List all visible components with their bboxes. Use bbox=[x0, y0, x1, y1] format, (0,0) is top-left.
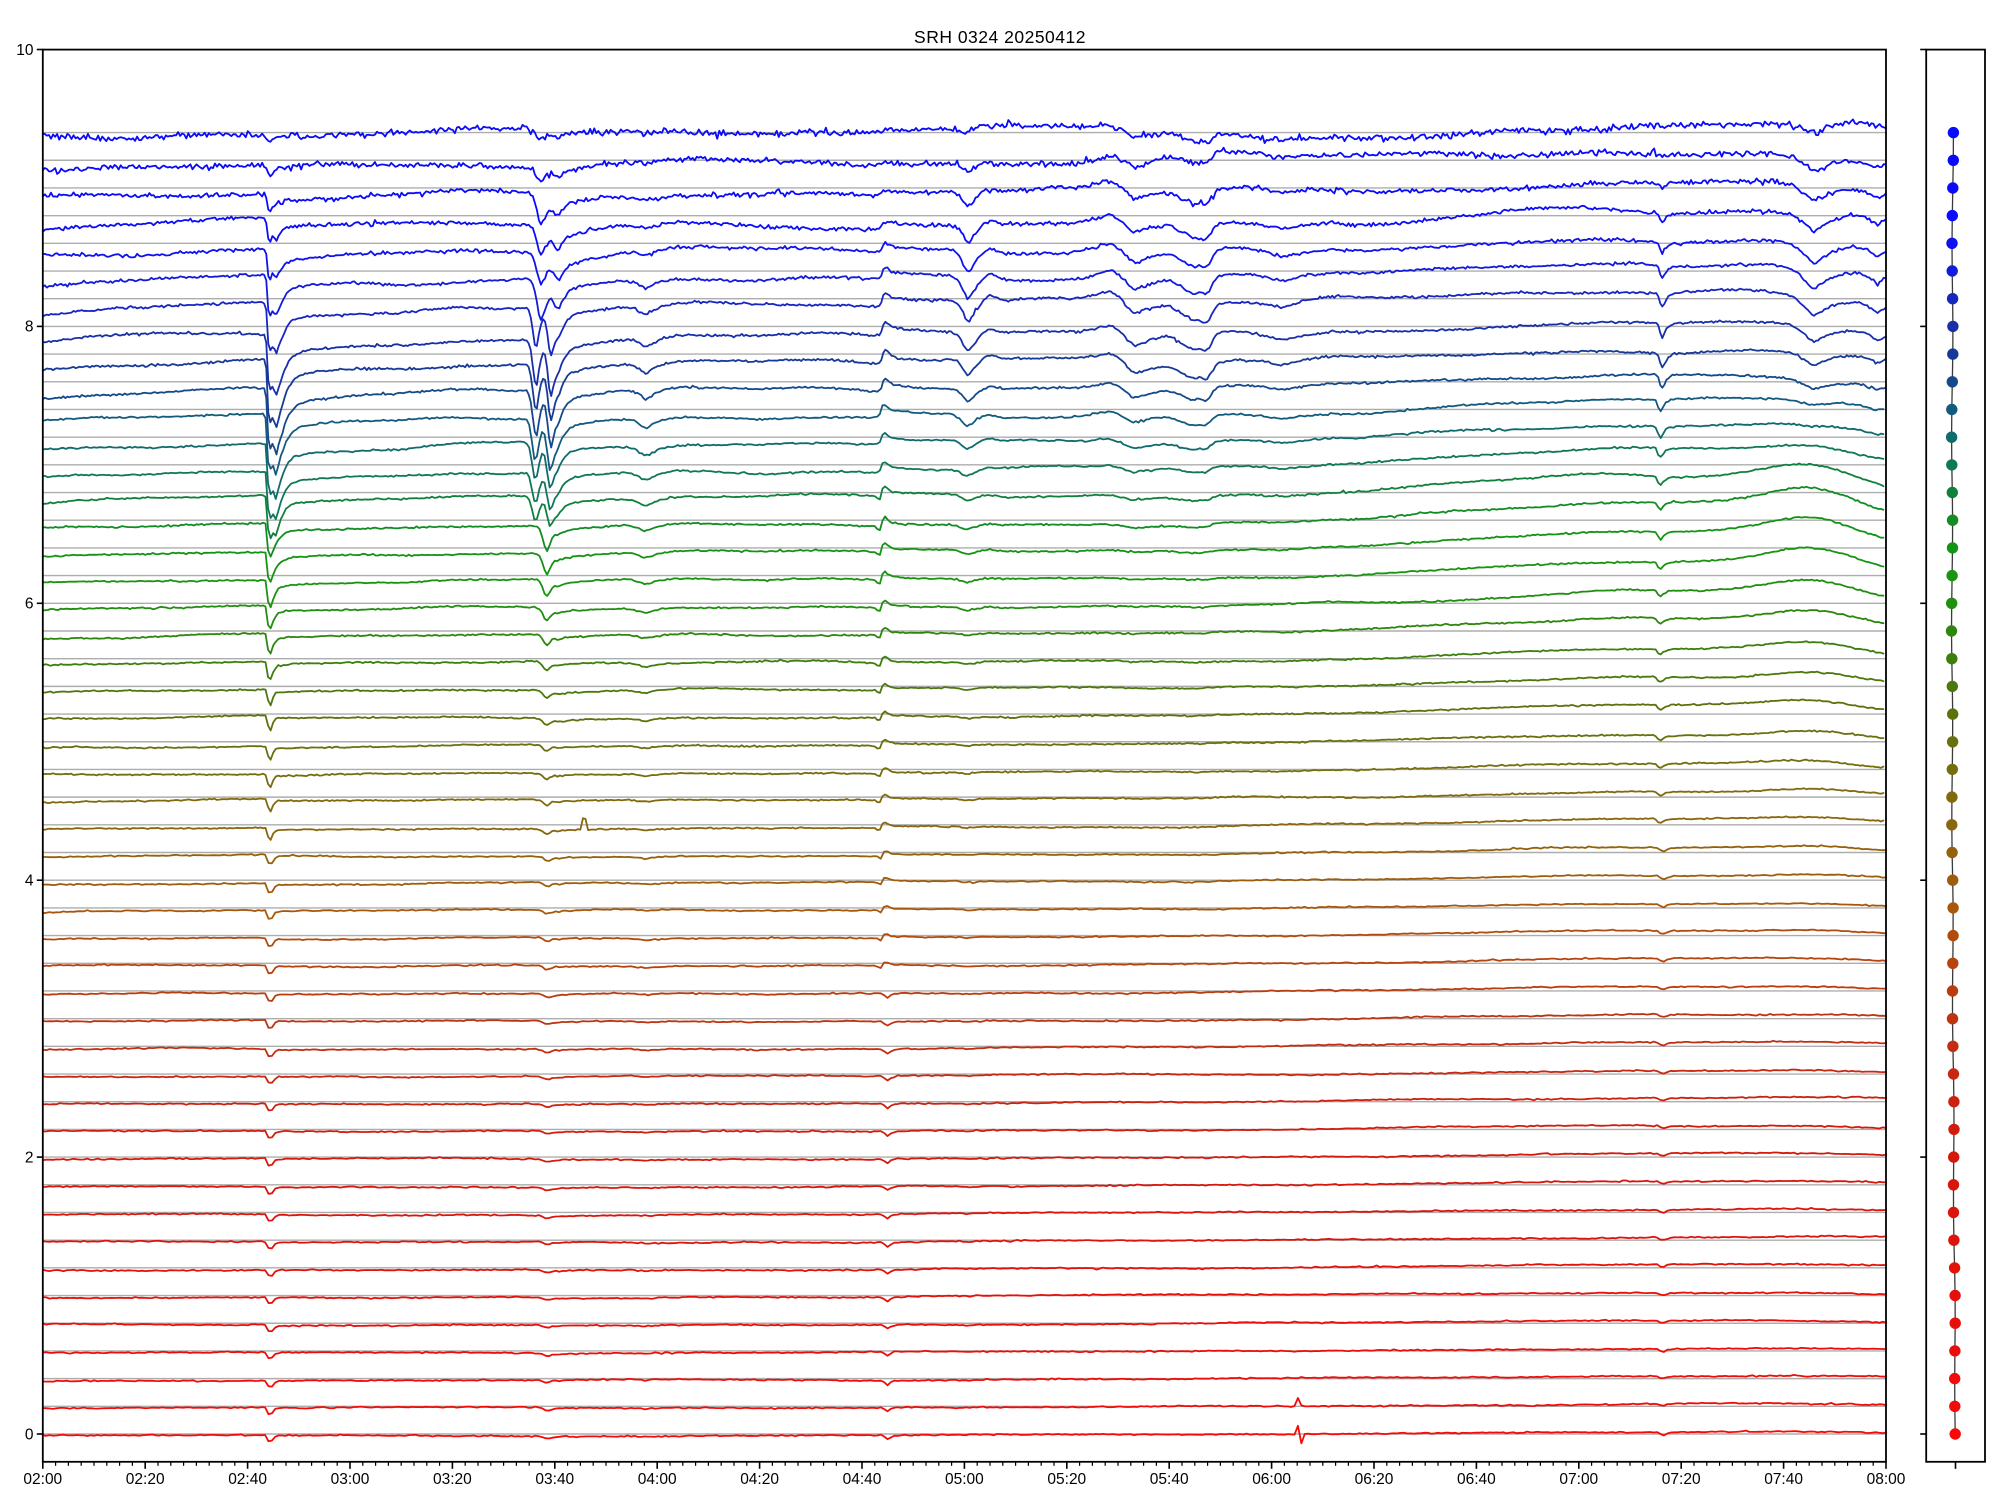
svg-text:6: 6 bbox=[25, 596, 34, 613]
svg-text:4: 4 bbox=[25, 873, 34, 890]
svg-text:05:00: 05:00 bbox=[945, 1471, 984, 1488]
svg-text:07:20: 07:20 bbox=[1662, 1471, 1701, 1488]
svg-text:03:00: 03:00 bbox=[331, 1471, 370, 1488]
svg-text:05:20: 05:20 bbox=[1047, 1471, 1086, 1488]
svg-text:06:00: 06:00 bbox=[1252, 1471, 1291, 1488]
svg-text:06:40: 06:40 bbox=[1457, 1471, 1496, 1488]
svg-text:03:20: 03:20 bbox=[433, 1471, 472, 1488]
svg-text:02:20: 02:20 bbox=[126, 1471, 165, 1488]
svg-text:03:40: 03:40 bbox=[535, 1471, 574, 1488]
svg-text:SRH 0324 20250412: SRH 0324 20250412 bbox=[914, 27, 1086, 47]
svg-text:8: 8 bbox=[25, 319, 34, 336]
svg-text:05:40: 05:40 bbox=[1150, 1471, 1189, 1488]
svg-text:02:00: 02:00 bbox=[23, 1471, 62, 1488]
svg-text:04:40: 04:40 bbox=[843, 1471, 882, 1488]
svg-text:10: 10 bbox=[16, 42, 34, 59]
svg-text:2: 2 bbox=[25, 1149, 34, 1166]
svg-text:04:20: 04:20 bbox=[740, 1471, 779, 1488]
svg-text:04:00: 04:00 bbox=[638, 1471, 677, 1488]
svg-text:08:00: 08:00 bbox=[1867, 1471, 1906, 1488]
svg-text:06:20: 06:20 bbox=[1355, 1471, 1394, 1488]
svg-text:07:40: 07:40 bbox=[1764, 1471, 1803, 1488]
svg-text:07:00: 07:00 bbox=[1559, 1471, 1598, 1488]
svg-text:02:40: 02:40 bbox=[228, 1471, 267, 1488]
svg-text:0: 0 bbox=[25, 1426, 34, 1443]
